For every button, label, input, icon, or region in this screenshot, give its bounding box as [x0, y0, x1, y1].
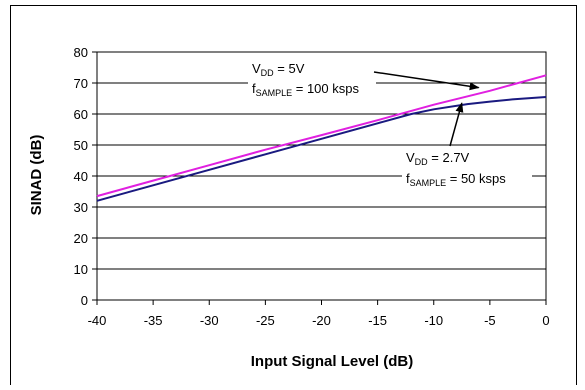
- annotation-a1: VDD = 5V fSAMPLE = 100 ksps: [248, 57, 480, 98]
- y-tick-label: 50: [74, 138, 88, 153]
- y-tick-label: 80: [74, 45, 88, 60]
- y-tick-label: 10: [74, 262, 88, 277]
- x-tick-label: -10: [424, 313, 443, 328]
- y-tick-label: 30: [74, 200, 88, 215]
- x-tick-labels: -40 -35 -30 -25 -20 -15 -10 -5 0: [88, 300, 550, 328]
- annotation-background: [248, 57, 376, 97]
- annotation-arrow: [449, 102, 464, 147]
- x-axis-label: Input Signal Level (dB): [251, 353, 414, 370]
- annotation-line-1: VDD = 2.7V: [406, 150, 470, 167]
- series-layer: [96, 74, 547, 202]
- y-axis-label: SINAD (dB): [28, 135, 45, 216]
- x-tick-label: -15: [368, 313, 387, 328]
- annotation-layer: VDD = 5V fSAMPLE = 100 ksps VDD = 2.7V fSAM…: [248, 57, 532, 188]
- x-tick-label: 0: [542, 313, 549, 328]
- y-tick-label: 70: [74, 76, 88, 91]
- x-tick-label: -20: [312, 313, 331, 328]
- y-tick-label: 0: [81, 293, 88, 308]
- series-line-1: [96, 74, 547, 198]
- annotation-arrow: [373, 71, 480, 91]
- y-tick-labels: 0 10 20 30 40 50 60 70 80: [74, 45, 97, 308]
- x-tick-label: -40: [88, 313, 107, 328]
- annotation-background: [402, 146, 532, 186]
- annotation-line-1: VDD = 5V: [252, 61, 305, 78]
- x-tick-label: -5: [484, 313, 496, 328]
- annotation-line-2: fSAMPLE = 100 ksps: [252, 81, 359, 98]
- y-tick-label: 40: [74, 169, 88, 184]
- series-line-2: [96, 96, 547, 202]
- y-tick-label: 20: [74, 231, 88, 246]
- x-tick-label: -25: [256, 313, 275, 328]
- annotation-a2: VDD = 2.7V fSAMPLE = 50 ksps: [402, 102, 532, 188]
- x-tick-label: -30: [200, 313, 219, 328]
- x-tick-label: -35: [144, 313, 163, 328]
- annotation-line-2: fSAMPLE = 50 ksps: [406, 171, 506, 188]
- y-tick-label: 60: [74, 107, 88, 122]
